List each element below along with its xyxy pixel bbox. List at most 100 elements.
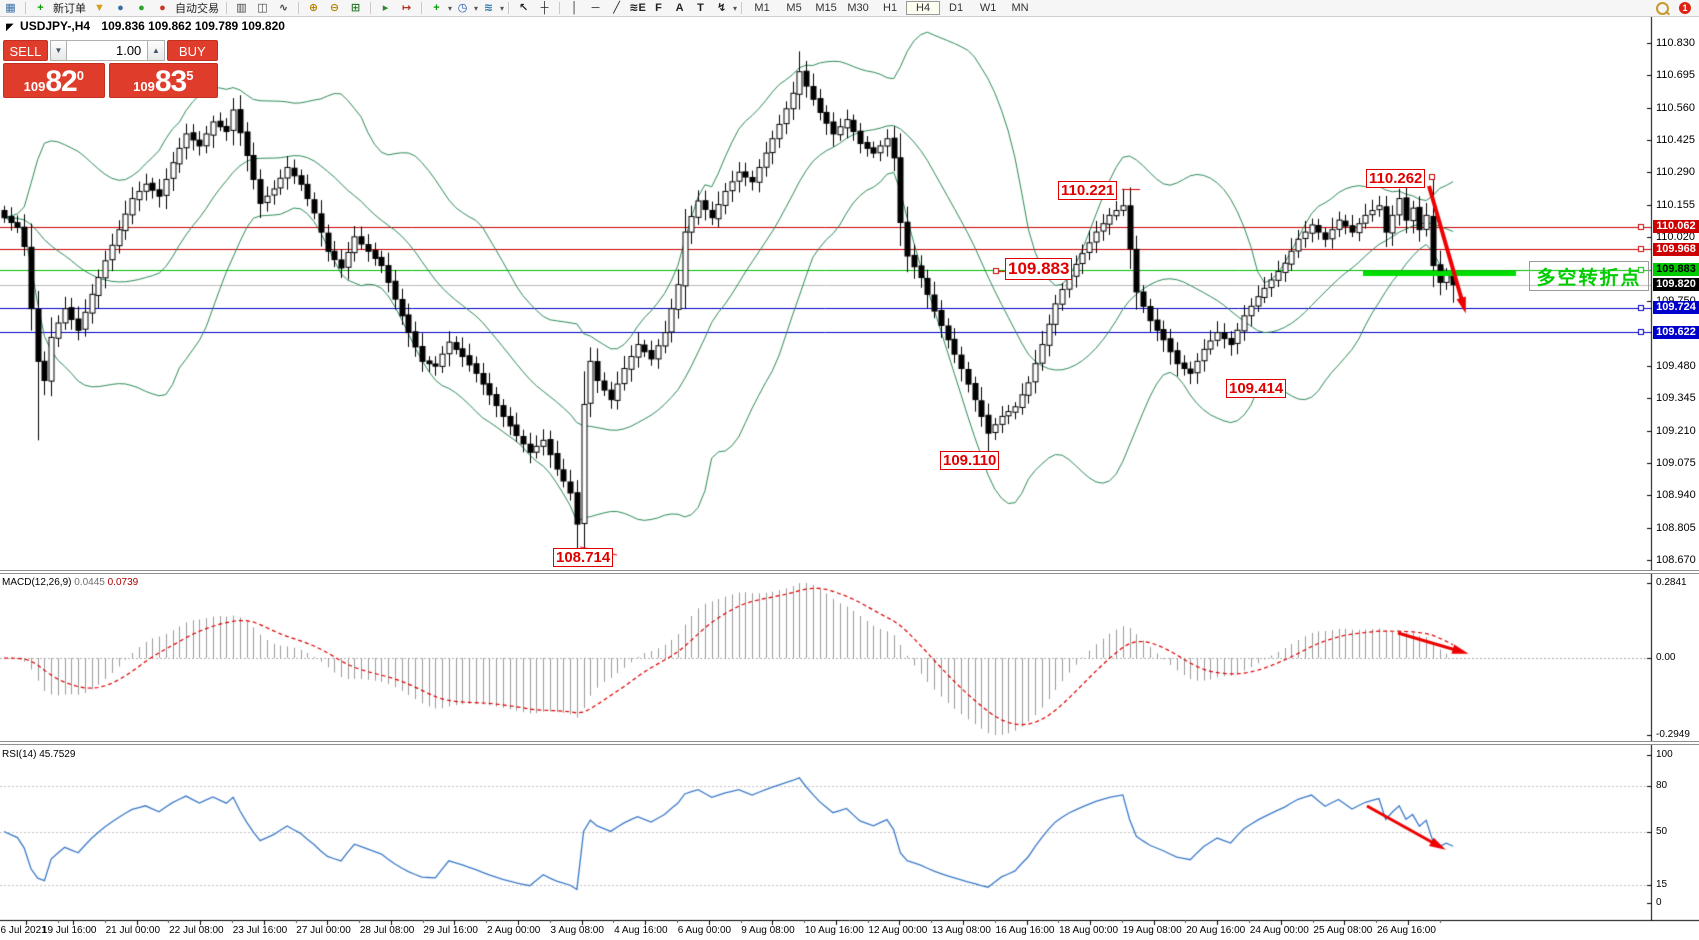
macd-axis-tick: 0.00 (1656, 652, 1676, 663)
line-chart-icon[interactable]: ∿ (278, 2, 289, 14)
vertical-line-icon[interactable]: │ (571, 2, 578, 14)
notification-icon[interactable]: 1 (1679, 2, 1691, 14)
new-order-button[interactable]: + (37, 2, 44, 14)
timeframe-button-m5[interactable]: M5 (786, 2, 802, 14)
indicators-icon[interactable]: + (433, 2, 440, 14)
price-axis-badge: 110.062 (1653, 220, 1699, 234)
macd-panel-divider[interactable] (0, 570, 1699, 574)
price-axis-tick: 109.075 (1656, 457, 1696, 470)
sell-price-display[interactable]: 109 82 0 (3, 63, 105, 98)
time-axis-label: 18 Aug 00:00 (1059, 925, 1119, 936)
auto-trading-button[interactable]: ● (159, 2, 166, 14)
volume-increase-button[interactable]: ▲ (147, 40, 165, 61)
sell-button[interactable]: SELL (3, 40, 48, 61)
crosshair-icon[interactable]: ┼ (540, 2, 549, 14)
price-axis-tick: 110.830 (1656, 37, 1695, 49)
price-annotation[interactable]: 110.221 (1058, 181, 1118, 200)
price-axis-tick: 110.155 (1656, 198, 1695, 211)
timeframe-button-h4[interactable]: H4 (906, 1, 941, 15)
cursor-icon[interactable]: ↖ (518, 2, 529, 14)
toolbar-separator (226, 2, 227, 14)
time-axis-label: 19 Jul 16:00 (42, 925, 97, 936)
timeframe-group: M1 M5 M15 M30 H1 H4 D1 W1 MN (746, 0, 1036, 16)
volume-field[interactable]: 1.00 (67, 40, 148, 61)
macd-axis-tick: 0.2841 (1656, 577, 1687, 588)
price-axis-badge: 109.820 (1653, 278, 1699, 292)
price-axis-tick: 109.345 (1656, 392, 1696, 405)
chart-shift-icon[interactable]: ↦ (401, 2, 412, 14)
chevron-down-icon[interactable]: ▾ (474, 3, 479, 13)
timeframe-button-w1[interactable]: W1 (979, 2, 997, 14)
funnel-icon[interactable]: ▼ (94, 2, 105, 14)
fibonacci-icon[interactable]: F (655, 2, 662, 14)
tile-windows-icon[interactable]: ⊞ (350, 2, 361, 14)
timeframe-button-h1[interactable]: H1 (883, 2, 898, 14)
rsi-panel-divider[interactable] (0, 741, 1699, 745)
price-axis-tick: 109.480 (1656, 360, 1696, 373)
time-axis-label: 9 Aug 08:00 (741, 925, 795, 936)
auto-scroll-icon[interactable]: ▸ (382, 2, 389, 14)
buy-price-display[interactable]: 109 83 5 (108, 63, 218, 98)
new-order-button-label[interactable]: 新订单 (53, 3, 86, 15)
price-annotation[interactable]: 110.262 (1366, 169, 1426, 188)
timeframe-button-m30[interactable]: M30 (847, 2, 869, 14)
volume-decrease-button[interactable]: ▼ (49, 40, 68, 61)
price-annotation[interactable]: 108.714 (553, 548, 614, 567)
toolbar-group: ▦ (0, 0, 21, 16)
text-annotation-label: 多空转折点 (1536, 267, 1642, 289)
signal-icon[interactable]: ● (138, 2, 145, 14)
time-axis-label: 13 Aug 08:00 (931, 925, 991, 936)
chart-title: ◤ USDJPY-,H4 109.836 109.862 109.789 109… (6, 19, 285, 33)
time-axis-label: 4 Aug 16:00 (614, 925, 668, 936)
trendline-icon[interactable]: ╱ (613, 2, 620, 14)
buy-button[interactable]: BUY (166, 40, 219, 61)
price-axis-tick: 110.290 (1656, 166, 1695, 179)
chevron-down-icon[interactable]: ▾ (733, 3, 738, 13)
text-annotation[interactable]: 多空转折点 (1529, 261, 1649, 291)
chevron-down-icon[interactable]: ▾ (448, 3, 453, 13)
sell-price-pip: 0 (76, 68, 84, 83)
price-axis-badge: 109.622 (1653, 325, 1699, 339)
auto-trading-button-label[interactable]: 自动交易 (175, 3, 219, 15)
timeframe-button-m1[interactable]: M1 (754, 2, 770, 14)
toolbar-separator (559, 2, 561, 14)
toolbar-separator (25, 2, 26, 14)
price-annotation[interactable]: 109.414 (1226, 379, 1287, 398)
profile-icon[interactable]: ● (117, 2, 124, 14)
price-annotation[interactable]: 109.883 (1005, 258, 1073, 280)
bar-chart-icon[interactable]: ▥ (236, 2, 247, 14)
equidistant-channel-icon[interactable]: ≋E (629, 2, 646, 14)
time-axis-label: 20 Aug 16:00 (1186, 925, 1246, 936)
price-annotation[interactable]: 109.110 (940, 451, 1000, 470)
arrows-icon[interactable]: ↯ (716, 2, 727, 14)
candlestick-icon[interactable]: ◫ (257, 2, 268, 14)
horizontal-line-icon[interactable]: ─ (591, 2, 600, 14)
toolbar-group: + ▾ ◷ ▾ ≋ ▾ (426, 0, 504, 16)
text-label-icon[interactable]: T (697, 2, 704, 14)
time-axis-label: 23 Jul 16:00 (232, 925, 288, 936)
macd-axis-tick: -0.2949 (1656, 729, 1690, 740)
timeframe-button-d1[interactable]: D1 (949, 2, 964, 14)
templates-icon[interactable]: ≋ (483, 2, 494, 14)
timeframe-button-mn[interactable]: MN (1011, 2, 1029, 14)
time-axis-label: 3 Aug 08:00 (550, 925, 604, 936)
price-axis-tick: 108.805 (1656, 521, 1696, 534)
rsi-axis-tick: 0 (1656, 897, 1662, 908)
text-icon[interactable]: A (675, 2, 684, 14)
search-icon[interactable] (1656, 1, 1669, 15)
toolbar-group: ⊕ ⊖ ⊞ (303, 0, 366, 16)
chart-window-icon[interactable]: ▦ (5, 2, 16, 14)
chevron-down-icon[interactable]: ▾ (500, 3, 505, 13)
toolbar-group: + 新订单 ▼ ● ● ● 自动交易 (30, 0, 222, 16)
ohlc-quotes: 109.836 109.862 109.789 109.820 (101, 19, 285, 33)
price-axis-tick: 108.940 (1656, 489, 1696, 502)
price-axis-tick: 110.425 (1656, 133, 1695, 146)
rsi-value: 45.7529 (39, 749, 76, 760)
one-click-trade-panel: SELL ▼ 1.00 ▲ BUY 109 82 0 109 83 5 (3, 40, 219, 98)
timeframe-button-m15[interactable]: M15 (815, 2, 837, 14)
zoom-out-icon[interactable]: ⊖ (329, 2, 340, 14)
zoom-in-icon[interactable]: ⊕ (308, 2, 319, 14)
periods-icon[interactable]: ◷ (457, 2, 468, 14)
